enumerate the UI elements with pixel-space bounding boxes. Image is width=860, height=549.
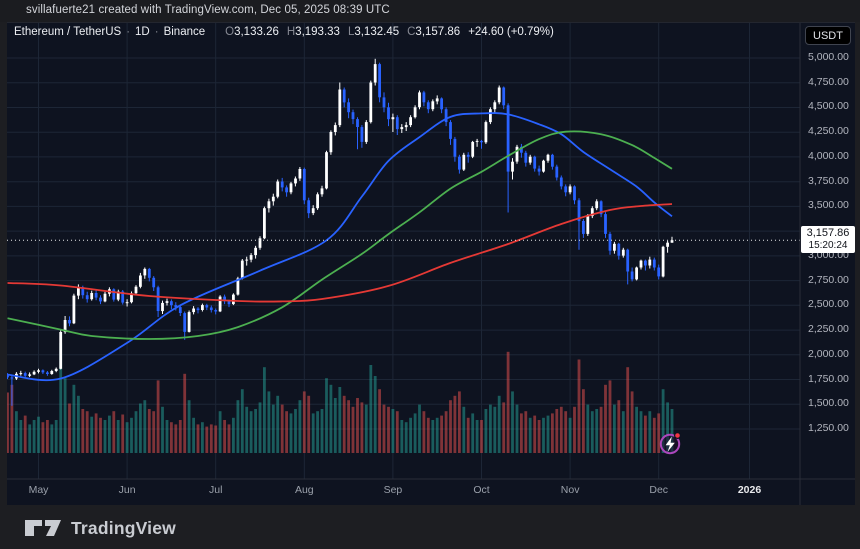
change-label: +24.60 (+0.79%): [468, 26, 554, 38]
ohlc-values: O3,133.26 H3,193.33 L3,132.45 C3,157.86: [217, 26, 460, 38]
footer-bar: TradingView: [0, 505, 860, 549]
price-axis-label: 2,250.00: [808, 323, 849, 336]
chart-pane[interactable]: [7, 23, 855, 506]
price-axis-label: 4,500.00: [808, 100, 849, 113]
currency-toggle-button[interactable]: USDT: [805, 26, 851, 45]
price-axis-label: 1,250.00: [808, 422, 849, 434]
price-axis-label: 5,000.00: [808, 51, 849, 63]
symbol-legend[interactable]: Ethereum / TetherUS · 1D · Binance O3,133.26 H…: [14, 26, 554, 42]
price-axis-label: 2,750.00: [808, 273, 849, 286]
ohlc-o: O3,133.26: [225, 26, 279, 38]
attribution-text: svillafuerte21 created with TradingView.…: [26, 4, 390, 16]
time-axis-label: Jun: [118, 484, 136, 496]
time-axis-label: May: [28, 484, 49, 496]
notification-dot: [673, 432, 681, 440]
exchange-label[interactable]: Binance: [163, 26, 206, 38]
last-price-value: 3,157.86: [806, 227, 850, 240]
time-axis-label: Nov: [560, 484, 580, 496]
tradingview-brand-text: TradingView: [71, 517, 176, 538]
time-axis-label: Dec: [649, 484, 669, 496]
price-axis-label: 3,500.00: [808, 199, 849, 212]
flash-button[interactable]: [659, 432, 681, 455]
attribution-bar: svillafuerte21 created with TradingView.…: [0, 0, 860, 22]
ma-mid-green: [7, 130, 673, 340]
price-axis-label: 1,500.00: [808, 397, 849, 410]
time-axis-label: Sep: [383, 484, 403, 496]
time-axis-label: Jul: [208, 484, 223, 496]
ohlc-l: L3,132.45: [347, 26, 400, 38]
price-axis-label: 4,750.00: [808, 75, 849, 88]
ma-fast-blue: [7, 112, 673, 382]
price-axis-label: 2,500.00: [808, 298, 849, 311]
tradingview-logo[interactable]: TradingView: [24, 516, 176, 540]
chart-widget: [7, 22, 855, 506]
separator-dot: ·: [154, 26, 159, 38]
time-axis-label: Oct: [473, 484, 490, 496]
price-axis-label: 4,250.00: [808, 125, 849, 138]
time-axis-label: 2026: [737, 484, 762, 496]
tradingview-logo-icon: [25, 520, 61, 536]
last-price-label: 3,157.86 15:20:24: [801, 225, 855, 253]
price-axis-label: 1,750.00: [808, 372, 849, 385]
price-axis-label: 2,000.00: [808, 347, 849, 360]
symbol-title[interactable]: Ethereum / TetherUS: [14, 26, 122, 38]
time-axis-label: Aug: [294, 484, 314, 496]
price-axis-label: 4,000.00: [808, 149, 849, 162]
interval-label[interactable]: 1D: [135, 26, 150, 38]
price-axis-label: 3,750.00: [808, 174, 849, 187]
ohlc-h: H3,193.33: [286, 26, 340, 38]
lightning-icon: [665, 436, 675, 452]
ma-slow-red: [7, 203, 673, 303]
bar-countdown: 15:20:24: [808, 239, 848, 251]
separator-dot: ·: [126, 26, 131, 38]
ohlc-c: C3,157.86: [407, 26, 461, 38]
